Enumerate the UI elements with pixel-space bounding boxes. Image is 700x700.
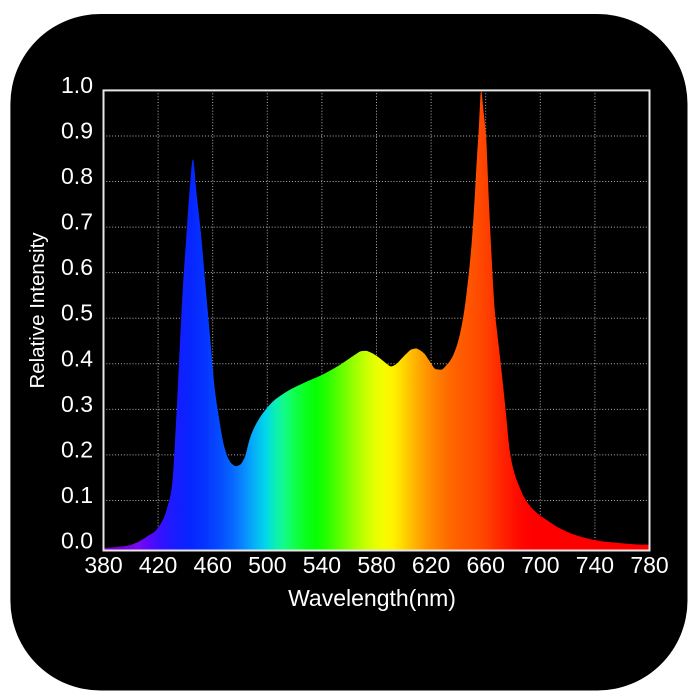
svg-text:0.8: 0.8 xyxy=(61,163,93,189)
svg-text:500: 500 xyxy=(248,552,286,578)
svg-text:420: 420 xyxy=(139,552,177,578)
svg-text:580: 580 xyxy=(357,552,395,578)
svg-text:780: 780 xyxy=(630,552,668,578)
svg-text:0.6: 0.6 xyxy=(61,254,93,280)
svg-text:0.9: 0.9 xyxy=(61,117,93,143)
svg-text:0.2: 0.2 xyxy=(61,436,93,462)
svg-text:0.1: 0.1 xyxy=(61,482,93,508)
svg-text:1.0: 1.0 xyxy=(61,72,93,98)
svg-text:540: 540 xyxy=(303,552,341,578)
svg-text:Relative Intensity: Relative Intensity xyxy=(26,232,49,389)
svg-text:0.4: 0.4 xyxy=(61,345,93,371)
svg-text:Wavelength(nm): Wavelength(nm) xyxy=(288,585,456,611)
svg-text:700: 700 xyxy=(521,552,559,578)
svg-text:660: 660 xyxy=(467,552,505,578)
svg-text:0.5: 0.5 xyxy=(61,300,93,326)
svg-text:0.0: 0.0 xyxy=(61,528,93,554)
svg-text:0.7: 0.7 xyxy=(61,209,93,235)
svg-text:460: 460 xyxy=(194,552,232,578)
svg-text:740: 740 xyxy=(576,552,614,578)
svg-text:0.3: 0.3 xyxy=(61,391,93,417)
svg-text:620: 620 xyxy=(412,552,450,578)
svg-text:380: 380 xyxy=(84,552,122,578)
